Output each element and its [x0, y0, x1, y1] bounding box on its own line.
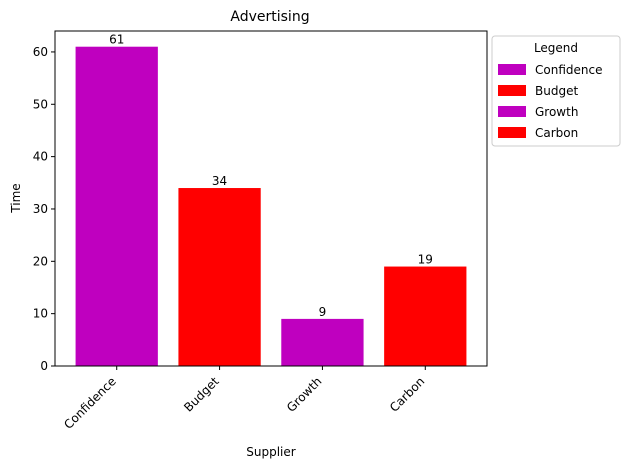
chart-title: Advertising — [230, 9, 309, 25]
bar-growth — [281, 318, 364, 366]
x-axis-label: Supplier — [246, 445, 296, 459]
legend-label: Carbon — [535, 126, 578, 140]
y-tick-label: 60 — [33, 45, 48, 59]
y-tick-label: 30 — [33, 202, 48, 216]
x-tick-label: Budget — [181, 374, 222, 415]
y-tick-label: 50 — [33, 97, 48, 111]
legend-swatch — [498, 106, 526, 117]
legend-label: Growth — [535, 105, 578, 119]
bar-budget — [178, 188, 261, 366]
plot-area: 61 34 9 19 — [75, 33, 467, 366]
y-tick-label: 0 — [40, 359, 48, 373]
y-tick-label: 40 — [33, 150, 48, 164]
x-axis: Confidence Budget Growth Carbon — [61, 366, 427, 432]
data-label: 34 — [212, 174, 227, 188]
data-label: 9 — [319, 305, 327, 319]
x-tick-label: Carbon — [387, 374, 427, 414]
y-axis-label: Time — [9, 183, 23, 213]
data-label: 61 — [109, 33, 124, 47]
bar-confidence — [75, 46, 158, 366]
y-tick-label: 20 — [33, 254, 48, 268]
legend-box — [491, 35, 621, 147]
plot-frame — [54, 30, 488, 367]
bar-carbon — [384, 266, 467, 366]
legend-swatch — [498, 85, 526, 96]
legend: Legend Confidence Budget Growth Carbon — [491, 35, 621, 147]
y-axis: 0 10 20 30 40 50 60 — [33, 45, 55, 373]
legend-swatch — [498, 127, 526, 138]
x-tick-label: Growth — [284, 374, 325, 415]
legend-label: Confidence — [535, 63, 602, 77]
legend-label: Budget — [535, 84, 578, 98]
data-label: 19 — [418, 253, 433, 267]
y-tick-label: 10 — [33, 307, 48, 321]
legend-title: Legend — [534, 41, 578, 55]
x-tick-label: Confidence — [61, 374, 119, 432]
legend-swatch — [498, 64, 526, 75]
